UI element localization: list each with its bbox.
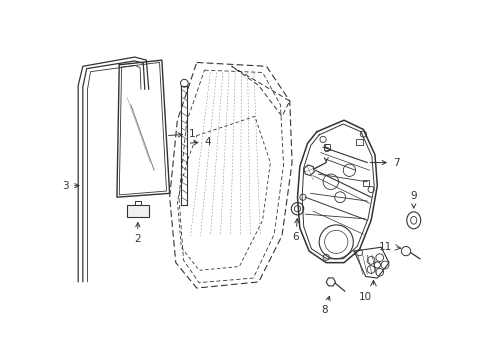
Text: 8: 8 <box>321 296 329 315</box>
Text: 10: 10 <box>358 292 371 302</box>
Text: 1: 1 <box>168 129 195 139</box>
Text: 2: 2 <box>134 222 141 244</box>
Text: 9: 9 <box>409 191 416 208</box>
Text: 6: 6 <box>292 219 299 242</box>
Text: 11: 11 <box>378 242 391 252</box>
Bar <box>323 144 329 150</box>
Bar <box>362 180 368 186</box>
Text: 4: 4 <box>190 137 211 147</box>
Text: 3: 3 <box>62 181 79 191</box>
FancyBboxPatch shape <box>127 205 148 217</box>
Text: 5: 5 <box>323 144 329 162</box>
Text: 7: 7 <box>369 158 399 167</box>
Bar <box>356 139 362 145</box>
